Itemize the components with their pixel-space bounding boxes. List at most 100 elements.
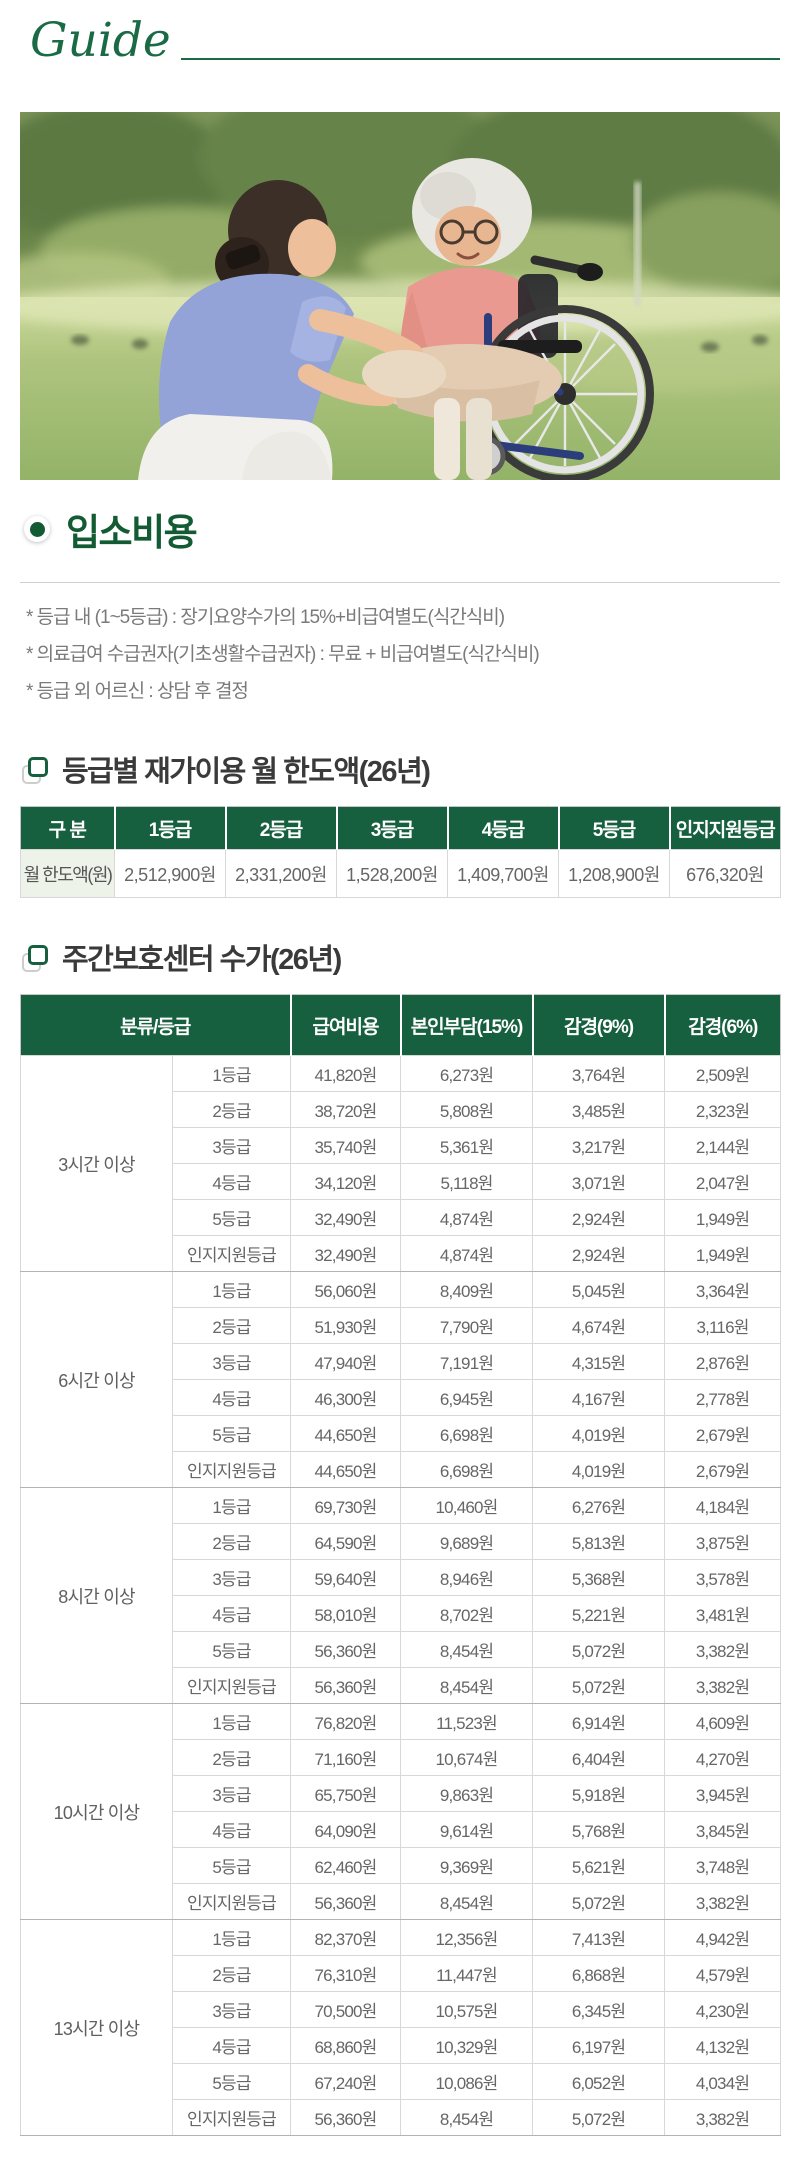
daycare-fee-value: 9,369원 (400, 1847, 534, 1884)
monthly-limit-title: 등급별 재가이용 월 한도액(26년) (62, 756, 431, 788)
section-bullet-icon (24, 516, 50, 542)
double-square-icon (22, 754, 50, 784)
daycare-fee-heading: 주간보호센터 수가(26년) (22, 936, 780, 978)
daycare-fee-value: 6,052원 (532, 2063, 666, 2100)
daycare-grade-label: 1등급 (171, 1487, 292, 1524)
daycare-fee-value: 6,698원 (400, 1451, 534, 1488)
admission-notes: * 등급 내 (1~5등급) : 장기요양수가의 15%+비급여별도(식간식비)… (26, 599, 780, 710)
daycare-fee-value: 4,019원 (532, 1415, 666, 1452)
photo-caregiver-elderly-wheelchair (20, 112, 780, 480)
daycare-table-row: 5등급 62,460원 9,369원 5,621원 3,748원 (21, 1847, 782, 1884)
daycare-fee-value: 2,047원 (664, 1163, 782, 1200)
limit-value: 676,320원 (669, 849, 781, 898)
daycare-fee-value: 62,460원 (290, 1847, 402, 1884)
daycare-fee-value: 4,184원 (664, 1487, 782, 1524)
section-divider (20, 582, 780, 583)
daycare-fee-value: 5,361원 (400, 1127, 534, 1164)
daycare-fee-value: 4,874원 (400, 1199, 534, 1236)
daycare-grade-label: 5등급 (171, 1415, 292, 1452)
daycare-fee-value: 3,364원 (664, 1271, 782, 1308)
daycare-grade-label: 인지지원등급 (171, 1235, 292, 1272)
daycare-fee-value: 9,689원 (400, 1523, 534, 1560)
daycare-fee-value: 6,404원 (532, 1739, 666, 1776)
daycare-table-row: 3등급 65,750원 9,863원 5,918원 3,945원 (21, 1775, 782, 1812)
daycare-fee-value: 3,945원 (664, 1775, 782, 1812)
daycare-fee-value: 1,949원 (664, 1199, 782, 1236)
daycare-group-label: 13시간 이상 (20, 1919, 173, 2136)
page-title: Guide (30, 13, 171, 68)
daycare-fee-value: 2,144원 (664, 1127, 782, 1164)
daycare-table-row: 인지지원등급 56,360원 8,454원 5,072원 3,382원 (21, 2099, 782, 2136)
col-header: 3등급 (335, 806, 448, 850)
daycare-grade-label: 2등급 (171, 1307, 292, 1344)
daycare-fee-value: 41,820원 (290, 1055, 402, 1092)
monthly-limit-value-row: 월 한도액(원) 2,512,900원 2,331,200원 1,528,200… (20, 849, 781, 898)
daycare-fee-value: 4,230원 (664, 1991, 782, 2028)
daycare-fee-value: 4,019원 (532, 1451, 666, 1488)
daycare-grade-label: 1등급 (171, 1703, 292, 1740)
col-header: 인지지원등급 (668, 806, 781, 850)
daycare-table-row: 5등급 44,650원 6,698원 4,019원 2,679원 (21, 1415, 782, 1452)
daycare-fee-value: 76,820원 (290, 1703, 402, 1740)
daycare-table-row: 3등급 35,740원 5,361원 3,217원 2,144원 (21, 1127, 782, 1164)
col-header: 감경(6%) (663, 994, 781, 1056)
daycare-table-row: 13시간 이상 1등급 82,370원 12,356원 7,413원 4,942원 (20, 1919, 782, 2136)
daycare-fee-value: 5,072원 (532, 1667, 666, 1704)
daycare-table-row: 4등급 58,010원 8,702원 5,221원 3,481원 (21, 1595, 782, 1632)
daycare-fee-value: 56,360원 (290, 1883, 402, 1920)
page-header: Guide (0, 0, 800, 66)
daycare-fee-value: 5,072원 (532, 1631, 666, 1668)
daycare-grade-label: 3등급 (171, 1559, 292, 1596)
daycare-fee-table: 분류/등급 급여비용 본인부담(15%) 감경(9%) 감경(6%) 3시간 이… (20, 994, 782, 2136)
daycare-group-label: 3시간 이상 (20, 1055, 173, 1272)
daycare-fee-value: 10,086원 (400, 2063, 534, 2100)
daycare-fee-value: 5,368원 (532, 1559, 666, 1596)
daycare-fee-value: 5,072원 (532, 1883, 666, 1920)
daycare-table-row: 2등급 38,720원 5,808원 3,485원 2,323원 (21, 1091, 782, 1128)
daycare-fee-value: 56,360원 (290, 1631, 402, 1668)
daycare-fee-value: 9,863원 (400, 1775, 534, 1812)
section-admission-cost: 입소비용 (24, 502, 780, 556)
daycare-fee-value: 2,778원 (664, 1379, 782, 1416)
note-medical-benefit: * 의료급여 수급권자(기초생활수급권자) : 무료 + 비급여별도(식간식비) (26, 644, 540, 665)
col-header: 4등급 (446, 806, 559, 850)
daycare-fee-value: 4,270원 (664, 1739, 782, 1776)
daycare-fee-value: 2,509원 (664, 1055, 782, 1092)
col-header: 본인부담(15%) (399, 994, 533, 1056)
daycare-fee-value: 5,621원 (532, 1847, 666, 1884)
daycare-fee-value: 4,579원 (664, 1955, 782, 1992)
daycare-fee-value: 51,930원 (290, 1307, 402, 1344)
daycare-fee-value: 8,454원 (400, 2099, 534, 2136)
col-header: 분류/등급 (20, 994, 291, 1056)
daycare-fee-value: 4,674원 (532, 1307, 666, 1344)
daycare-fee-value: 69,730원 (290, 1487, 402, 1524)
limit-value: 2,512,900원 (114, 849, 226, 898)
daycare-fee-value: 7,413원 (532, 1919, 666, 1956)
daycare-group-label: 10시간 이상 (20, 1703, 173, 1920)
daycare-fee-value: 70,500원 (290, 1991, 402, 2028)
daycare-fee-value: 32,490원 (290, 1199, 402, 1236)
daycare-fee-value: 2,924원 (532, 1235, 666, 1272)
daycare-table-row: 8시간 이상 1등급 69,730원 10,460원 6,276원 4,184원 (20, 1487, 782, 1704)
daycare-grade-label: 4등급 (171, 1811, 292, 1848)
daycare-fee-value: 3,481원 (664, 1595, 782, 1632)
daycare-grade-label: 인지지원등급 (171, 1883, 292, 1920)
daycare-grade-label: 3등급 (171, 1127, 292, 1164)
daycare-fee-value: 1,949원 (664, 1235, 782, 1272)
photo-illustration (20, 112, 780, 480)
daycare-fee-value: 3,748원 (664, 1847, 782, 1884)
daycare-group-label: 8시간 이상 (20, 1487, 173, 1704)
daycare-fee-value: 67,240원 (290, 2063, 402, 2100)
daycare-fee-value: 35,740원 (290, 1127, 402, 1164)
daycare-fee-value: 2,679원 (664, 1415, 782, 1452)
daycare-fee-value: 3,217원 (532, 1127, 666, 1164)
daycare-table-row: 인지지원등급 32,490원 4,874원 2,924원 1,949원 (21, 1235, 782, 1272)
daycare-grade-label: 2등급 (171, 1523, 292, 1560)
daycare-group-label: 6시간 이상 (20, 1271, 173, 1488)
daycare-fee-value: 10,674원 (400, 1739, 534, 1776)
daycare-fee-value: 4,315원 (532, 1343, 666, 1380)
daycare-grade-label: 5등급 (171, 1199, 292, 1236)
daycare-fee-value: 7,790원 (400, 1307, 534, 1344)
daycare-fee-value: 6,276원 (532, 1487, 666, 1524)
daycare-fee-value: 4,942원 (664, 1919, 782, 1956)
